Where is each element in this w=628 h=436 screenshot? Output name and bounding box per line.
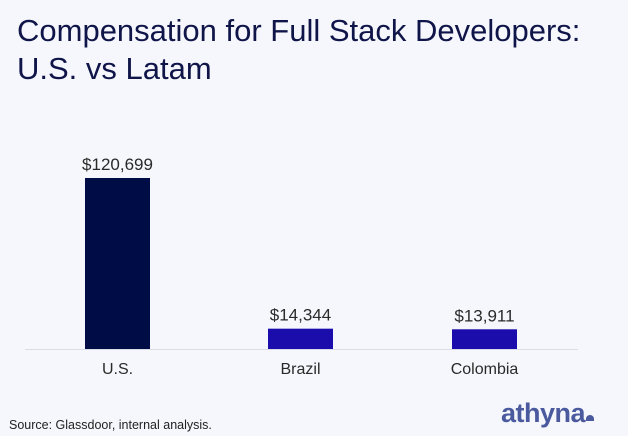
chart-title-line-1: Compensation for Full Stack Developers: bbox=[17, 13, 581, 48]
athyna-logo: athyna bbox=[501, 398, 595, 429]
bar-us bbox=[85, 178, 150, 349]
bar-colombia bbox=[452, 329, 517, 349]
logo-dot-icon bbox=[586, 415, 595, 421]
x-tick-label: Brazil bbox=[280, 361, 320, 378]
logo-text: athyna bbox=[501, 398, 586, 428]
data-label: $14,344 bbox=[270, 306, 331, 325]
data-label: $13,911 bbox=[454, 306, 514, 325]
chart-title: Compensation for Full Stack Developers: … bbox=[17, 12, 617, 88]
x-tick-label: U.S. bbox=[102, 361, 133, 378]
chart-title-line-2: U.S. vs Latam bbox=[17, 51, 212, 86]
bar-brazil bbox=[268, 328, 333, 349]
x-tick-label: Colombia bbox=[451, 361, 519, 378]
source-note: Source: Glassdoor, internal analysis. bbox=[9, 418, 212, 432]
data-label: $120,699 bbox=[82, 155, 153, 174]
